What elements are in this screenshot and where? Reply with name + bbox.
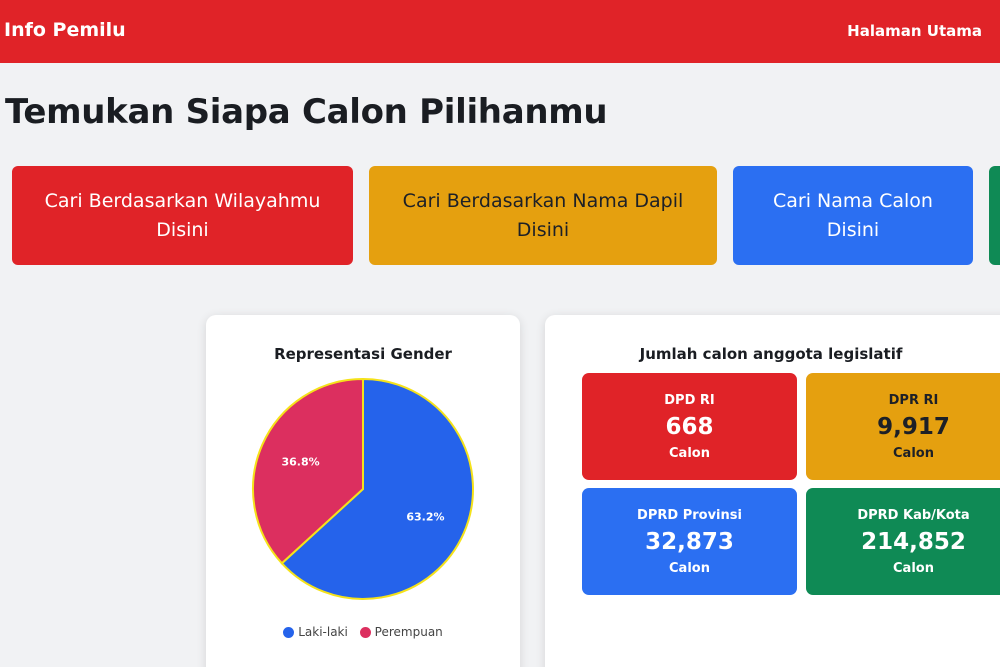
gender-representation-card: Representasi Gender 63.2% 36.8% Laki-laki… bbox=[206, 315, 520, 667]
search-button-partial[interactable] bbox=[989, 166, 1000, 265]
stat-tile-dprd-kab-kota[interactable]: DPRD Kab/Kota 214,852 Calon bbox=[806, 488, 1000, 595]
top-navbar: Info Pemilu Halaman Utama bbox=[0, 0, 1000, 63]
stat-value: 214,852 bbox=[861, 529, 966, 555]
legend-swatch-perempuan bbox=[359, 626, 371, 638]
stat-tile-dpr-ri[interactable]: DPR RI 9,917 Calon bbox=[806, 373, 1000, 480]
pie-data-label: 36.8% bbox=[281, 456, 319, 469]
legend-label: Laki-laki bbox=[298, 625, 348, 639]
stat-unit: Calon bbox=[893, 446, 934, 461]
page-title: Temukan Siapa Calon Pilihanmu bbox=[5, 92, 608, 132]
chart-legend: Laki-laki Perempuan bbox=[206, 625, 520, 641]
button-label-line1: Cari Nama Calon bbox=[773, 189, 933, 212]
stat-value: 668 bbox=[665, 414, 714, 440]
candidate-count-card: Jumlah calon anggota legislatif DPD RI 6… bbox=[545, 315, 1000, 667]
nav-link-home[interactable]: Halaman Utama bbox=[847, 22, 982, 40]
gender-pie-chart: 63.2% 36.8% bbox=[252, 377, 474, 600]
count-card-title: Jumlah calon anggota legislatif bbox=[639, 345, 903, 363]
legend-swatch-laki-laki bbox=[283, 626, 295, 638]
stat-label: DPRD Kab/Kota bbox=[857, 508, 970, 523]
search-by-dapil-button[interactable]: Cari Berdasarkan Nama Dapil Disini bbox=[369, 166, 717, 265]
legend-item-laki-laki[interactable]: Laki-laki bbox=[283, 625, 348, 639]
stat-tile-dpd-ri[interactable]: DPD RI 668 Calon bbox=[582, 373, 797, 480]
stat-value: 9,917 bbox=[877, 414, 950, 440]
button-label-line2: Disini bbox=[516, 218, 570, 241]
gender-card-title: Representasi Gender bbox=[274, 345, 452, 363]
stat-unit: Calon bbox=[669, 446, 710, 461]
stat-unit: Calon bbox=[669, 561, 710, 576]
stat-label: DPRD Provinsi bbox=[637, 508, 742, 523]
stat-tile-dprd-provinsi[interactable]: DPRD Provinsi 32,873 Calon bbox=[582, 488, 797, 595]
search-candidate-name-button[interactable]: Cari Nama Calon Disini bbox=[733, 166, 973, 265]
stat-value: 32,873 bbox=[645, 529, 734, 555]
button-label-line2: Disini bbox=[156, 218, 209, 241]
legend-label: Perempuan bbox=[374, 625, 443, 639]
button-label-line1: Cari Berdasarkan Nama Dapil bbox=[402, 189, 684, 212]
legend-item-perempuan[interactable]: Perempuan bbox=[359, 625, 443, 639]
button-label-line1: Cari Berdasarkan Wilayahmu bbox=[44, 189, 321, 212]
stat-label: DPD RI bbox=[664, 393, 715, 408]
pie-slice-laki-laki[interactable] bbox=[280, 377, 474, 600]
search-by-region-button[interactable]: Cari Berdasarkan Wilayahmu Disini bbox=[12, 166, 353, 265]
stat-label: DPR RI bbox=[888, 393, 939, 408]
stat-unit: Calon bbox=[893, 561, 934, 576]
pie-slice-perempuan[interactable] bbox=[252, 377, 364, 565]
pie-data-label: 63.2% bbox=[406, 510, 444, 523]
brand-logo-text[interactable]: Info Pemilu bbox=[4, 19, 126, 41]
button-label-line2: Disini bbox=[826, 218, 880, 241]
